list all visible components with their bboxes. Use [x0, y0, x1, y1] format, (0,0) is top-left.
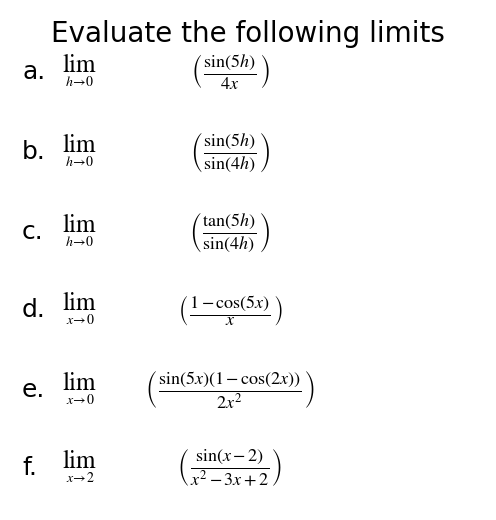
Text: $\lim$: $\lim$	[62, 372, 98, 396]
Text: $\left(\,\dfrac{\sin(5h)}{\sin(4h)}\,\right)$: $\left(\,\dfrac{\sin(5h)}{\sin(4h)}\,\ri…	[190, 130, 270, 174]
Text: $h\!\rightarrow\!0$: $h\!\rightarrow\!0$	[65, 75, 95, 89]
Text: $x\!\rightarrow\!2$: $x\!\rightarrow\!2$	[65, 471, 94, 485]
Text: b.: b.	[22, 140, 46, 164]
Text: e.: e.	[22, 378, 45, 402]
Text: $\lim$: $\lim$	[62, 450, 98, 474]
Text: $h\!\rightarrow\!0$: $h\!\rightarrow\!0$	[65, 155, 95, 169]
Text: f.: f.	[22, 456, 37, 480]
Text: $x\!\rightarrow\!0$: $x\!\rightarrow\!0$	[65, 393, 94, 407]
Text: c.: c.	[22, 220, 44, 244]
Text: $\left(\,\dfrac{1-\cos(5x)}{x}\,\right)$: $\left(\,\dfrac{1-\cos(5x)}{x}\,\right)$	[178, 292, 282, 328]
Text: Evaluate the following limits: Evaluate the following limits	[51, 20, 445, 48]
Text: $\left(\,\dfrac{\sin(5x)(1-\cos(2x))}{2x^2}\,\right)$: $\left(\,\dfrac{\sin(5x)(1-\cos(2x))}{2x…	[145, 369, 315, 411]
Text: $\lim$: $\lim$	[62, 292, 98, 316]
Text: $\left(\,\dfrac{\sin(x-2)}{x^2-3x+2}\,\right)$: $\left(\,\dfrac{\sin(x-2)}{x^2-3x+2}\,\r…	[178, 447, 283, 489]
Text: $\lim$: $\lim$	[62, 54, 98, 78]
Text: $x\!\rightarrow\!0$: $x\!\rightarrow\!0$	[65, 313, 94, 327]
Text: d.: d.	[22, 298, 46, 322]
Text: $\lim$: $\lim$	[62, 134, 98, 158]
Text: $\lim$: $\lim$	[62, 214, 98, 238]
Text: a.: a.	[22, 60, 45, 84]
Text: $h\!\rightarrow\!0$: $h\!\rightarrow\!0$	[65, 235, 95, 249]
Text: $\left(\,\dfrac{\sin(5h)}{4x}\,\right)$: $\left(\,\dfrac{\sin(5h)}{4x}\,\right)$	[190, 53, 269, 92]
Text: $\left(\,\dfrac{\tan(5h)}{\sin(4h)}\,\right)$: $\left(\,\dfrac{\tan(5h)}{\sin(4h)}\,\ri…	[189, 210, 270, 254]
